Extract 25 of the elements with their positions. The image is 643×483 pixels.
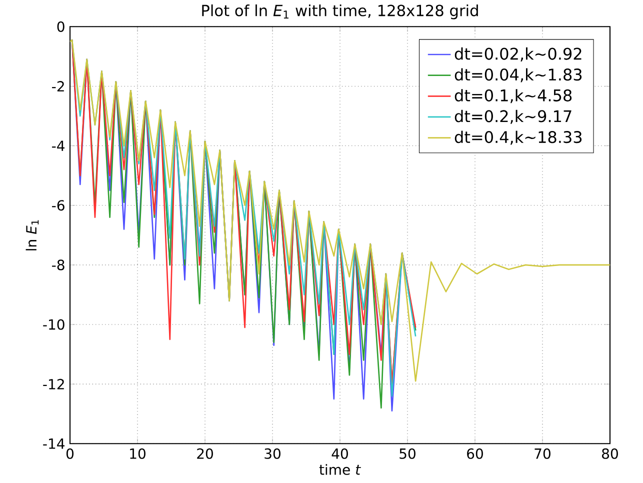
x-tick-label: 20 [197,448,213,460]
x-tick-label: 0 [66,448,74,460]
x-tick-label: 80 [602,448,618,460]
legend-label: dt=0.1,k~4.58 [454,89,572,104]
y-tick-label: 0 [57,22,64,32]
x-tick-label: 30 [264,448,280,460]
x-tick-label: 40 [332,448,348,460]
x-tick-label: 60 [467,448,483,460]
x-tick-label: 10 [130,448,146,460]
y-tick-label: -8 [52,260,64,270]
legend-label: dt=0.2,k~9.17 [454,110,572,124]
legend-label: dt=0.04,k~1.83 [454,68,582,82]
y-axis-title: ln E$_{1}$ [26,220,39,250]
y-tick-label: -10 [43,319,64,330]
legend-label: dt=0.02,k~0.92 [454,48,582,62]
x-axis-title: time t [319,464,361,476]
legend-label: dt=0.4,k~18.33 [454,130,582,145]
y-tick-label: -2 [52,81,64,92]
y-tick-label: -14 [43,438,64,449]
y-tick-label: -12 [43,379,64,390]
chart-title: Plot of ln E$_{1}$ with time, 128x128 grid [202,4,478,20]
x-tick-label: 70 [534,448,550,460]
x-tick-label: 50 [400,448,416,460]
y-tick-label: -4 [52,140,65,152]
y-tick-label: -6 [52,200,64,211]
